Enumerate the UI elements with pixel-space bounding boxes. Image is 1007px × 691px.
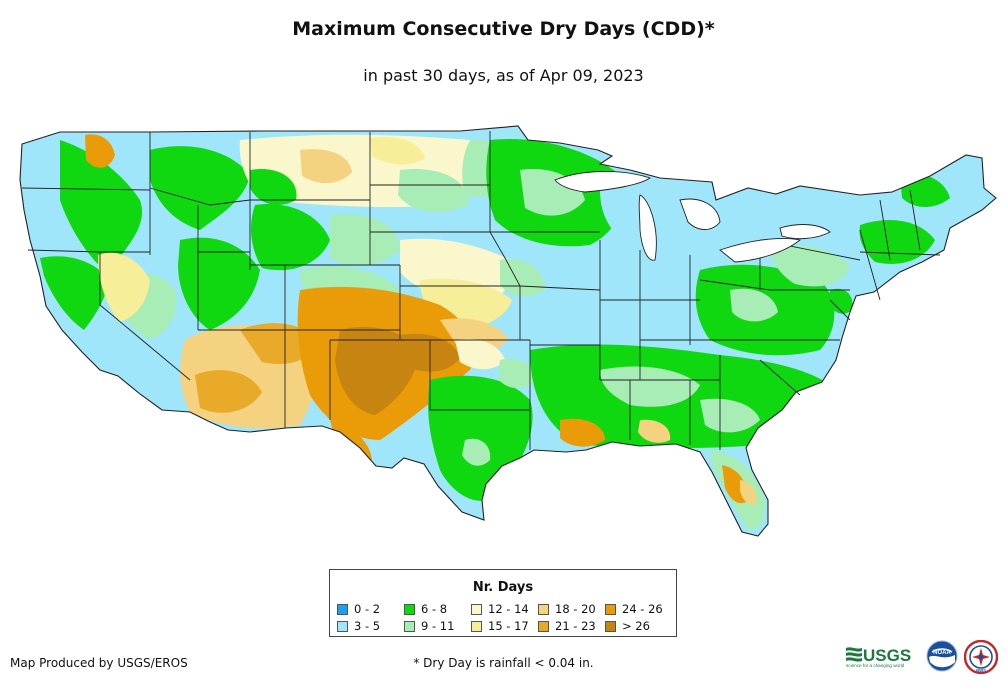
legend-label: 0 - 2 xyxy=(354,602,381,616)
legend-item: 0 - 2 xyxy=(337,603,380,617)
map-title: Maximum Consecutive Dry Days (CDD)* xyxy=(292,18,715,40)
noaa-logo: NOAA xyxy=(926,640,958,672)
legend-label: 9 - 11 xyxy=(421,619,455,633)
legend-swatch xyxy=(538,621,549,632)
credit-text: Map Produced by USGS/EROS xyxy=(10,656,188,670)
legend-label: 21 - 23 xyxy=(555,619,596,633)
legend-item: > 26 xyxy=(605,620,650,634)
legend-item: 9 - 11 xyxy=(404,620,454,634)
nws-logo-text: NWS xyxy=(976,668,986,673)
legend-item: 12 - 14 xyxy=(471,603,529,617)
legend-label: 15 - 17 xyxy=(488,619,529,633)
state-borders xyxy=(21,131,941,450)
usgs-logo-text: USGS xyxy=(863,646,911,665)
legend-swatch xyxy=(404,604,415,615)
great-lakes xyxy=(554,171,831,263)
nws-logo: NWS xyxy=(964,640,998,674)
legend-swatch xyxy=(605,604,616,615)
legend-item: 21 - 23 xyxy=(538,620,596,634)
cdd-map xyxy=(19,125,997,537)
legend-swatch xyxy=(605,621,616,632)
legend-label: 12 - 14 xyxy=(488,602,529,616)
legend-item: 24 - 26 xyxy=(605,603,663,617)
legend-title: Nr. Days xyxy=(472,580,534,595)
legend-label: 18 - 20 xyxy=(555,602,596,616)
legend-swatch xyxy=(471,621,482,632)
legend-swatch xyxy=(337,604,348,615)
legend-label: 24 - 26 xyxy=(622,602,663,616)
legend: Nr. Days 0 - 2 3 - 5 6 - 8 9 - 11 12 - 1… xyxy=(329,569,677,637)
footnote-text: * Dry Day is rainfall < 0.04 in. xyxy=(413,656,594,670)
legend-swatch xyxy=(538,604,549,615)
legend-swatch xyxy=(337,621,348,632)
legend-swatch xyxy=(404,621,415,632)
usgs-tagline: science for a changing world xyxy=(846,663,905,668)
legend-item: 15 - 17 xyxy=(471,620,529,634)
legend-swatch xyxy=(471,604,482,615)
legend-label: 6 - 8 xyxy=(421,602,448,616)
map-subtitle: in past 30 days, as of Apr 09, 2023 xyxy=(363,66,644,85)
legend-label: 3 - 5 xyxy=(354,619,381,633)
legend-item: 3 - 5 xyxy=(337,620,380,634)
legend-item: 18 - 20 xyxy=(538,603,596,617)
legend-item: 6 - 8 xyxy=(404,603,447,617)
noaa-logo-text: NOAA xyxy=(933,650,951,656)
legend-label: > 26 xyxy=(622,619,650,633)
usgs-logo: USGS science for a changing world xyxy=(846,646,911,668)
